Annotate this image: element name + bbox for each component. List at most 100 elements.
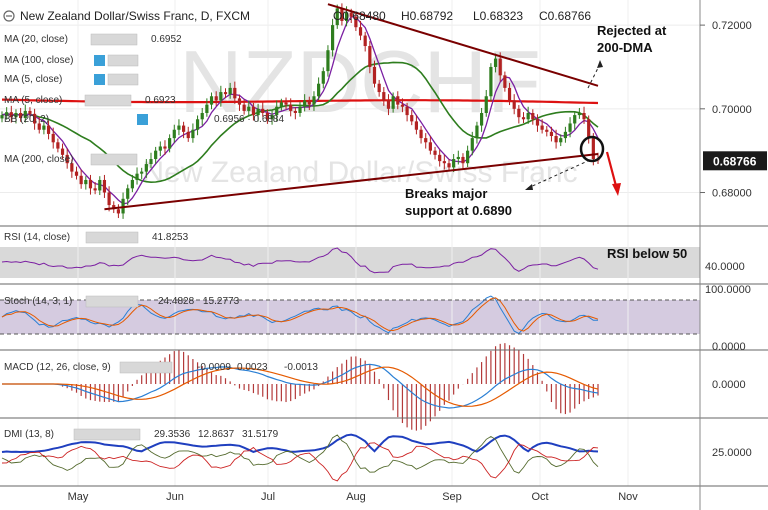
stoch-tick-top: 100.0000: [705, 284, 751, 296]
candle-body: [526, 113, 530, 120]
candle-body: [293, 110, 297, 113]
candle-body: [587, 119, 591, 139]
candle-body: [93, 188, 97, 191]
gear-icon[interactable]: [94, 74, 105, 85]
stoch-title: Stoch (14, 3, 1): [4, 296, 72, 307]
candle-body: [214, 96, 218, 101]
candle-body: [479, 113, 484, 126]
candle-body: [428, 142, 432, 151]
svg-text:0.68766: 0.68766: [713, 154, 757, 168]
legend-ma5b-value: 0.6923: [145, 95, 176, 106]
candle-body: [424, 138, 428, 143]
breakout-circle: [579, 135, 605, 163]
candle-body: [65, 154, 69, 164]
candle-body: [140, 171, 144, 174]
candle-body: [172, 129, 176, 139]
candle-body: [577, 113, 581, 116]
legend-ma100-label: MA (100, close): [4, 55, 73, 66]
legend-ma20: MA (20, close) 0.6952: [4, 33, 182, 46]
candle-body: [237, 98, 242, 105]
candle-body: [32, 113, 37, 124]
candle-body: [521, 117, 526, 120]
candle-body: [330, 25, 335, 51]
candle-body: [228, 87, 232, 95]
candle-body: [14, 113, 18, 118]
chart-header: New Zealand Dollar/Swiss Franc, D, FXCM …: [3, 9, 591, 23]
candle-body: [149, 159, 153, 165]
support-trendline: [104, 153, 599, 211]
candle-body: [531, 113, 535, 120]
candle-body: [177, 125, 181, 130]
candle-body: [195, 119, 200, 130]
ohlc-close: C0.68766: [539, 9, 591, 23]
candle-body: [326, 50, 330, 72]
candle-body: [410, 115, 414, 122]
indicator-buttons[interactable]: [73, 428, 141, 441]
candle-body: [303, 100, 307, 107]
candle-body: [46, 125, 51, 134]
collapse-icon[interactable]: [3, 10, 15, 22]
rsi-tick: 40.0000: [705, 261, 745, 273]
candle-body: [307, 100, 311, 105]
candle-body: [470, 138, 474, 151]
candle-body: [442, 161, 446, 164]
candle-body: [573, 115, 577, 124]
candle-body: [554, 136, 558, 143]
candle-body: [251, 106, 256, 116]
watermark-subtitle: New Zealand Dollar/Swiss Franc: [142, 156, 577, 189]
indicator-buttons[interactable]: [119, 361, 173, 374]
candle-body: [456, 156, 460, 160]
indicator-lines: [0, 247, 700, 482]
candle-body: [265, 113, 270, 120]
indicator-buttons[interactable]: [90, 153, 138, 166]
indicator-buttons[interactable]: [107, 54, 139, 67]
indicator-buttons[interactable]: [85, 295, 139, 308]
x-tick-label: Oct: [531, 491, 548, 503]
dmi-title: DMI (13, 8): [4, 429, 54, 440]
legend-ma20-value: 0.6952: [151, 34, 182, 45]
legend-ma200-label: MA (200, close): [4, 154, 73, 165]
resistance-trendline: [327, 3, 599, 87]
legend-ma20-label: MA (20, close): [4, 34, 68, 45]
macd-line: [2, 363, 599, 409]
candle-body: [545, 129, 549, 132]
indicator-buttons[interactable]: [84, 94, 132, 107]
candle-body: [312, 96, 316, 105]
indicator-buttons[interactable]: [107, 73, 139, 86]
candle-body: [503, 75, 507, 88]
candle-body: [438, 154, 442, 162]
candle-body: [74, 171, 79, 176]
macd-hist-value: -0.0009: [197, 362, 231, 373]
indicator-buttons[interactable]: [90, 33, 138, 46]
candle-body: [317, 83, 321, 97]
candle-body: [507, 87, 512, 101]
x-tick-label: Nov: [618, 491, 638, 503]
candle-body: [5, 112, 9, 116]
candle-body: [261, 108, 265, 113]
dmi-tick: 25.0000: [712, 447, 752, 459]
candle-body: [135, 173, 139, 180]
candle-body: [391, 96, 395, 109]
candle-body: [358, 27, 363, 36]
candle-body: [181, 125, 186, 132]
rsi-value: 41.8253: [152, 232, 189, 243]
dmi-adx-line: [1, 433, 599, 454]
candle-body: [363, 35, 367, 47]
dmi-adx-value: 29.3536: [154, 429, 191, 440]
candle-body: [88, 179, 93, 189]
candle-body: [186, 131, 190, 139]
stoch-tick-bottom: 0.0000: [712, 341, 746, 353]
candle-body: [461, 156, 465, 164]
gear-icon[interactable]: [137, 114, 148, 125]
candle-body: [270, 115, 274, 120]
dmi-plus-line: [1, 434, 599, 474]
indicator-buttons[interactable]: [85, 231, 139, 244]
candle-body: [102, 179, 107, 193]
candle-body: [405, 106, 409, 116]
gear-icon[interactable]: [94, 55, 105, 66]
y-tick-label: 0.70000: [712, 104, 752, 116]
candle-body: [372, 66, 377, 84]
candle-body: [9, 112, 13, 118]
candle-body: [377, 83, 381, 93]
